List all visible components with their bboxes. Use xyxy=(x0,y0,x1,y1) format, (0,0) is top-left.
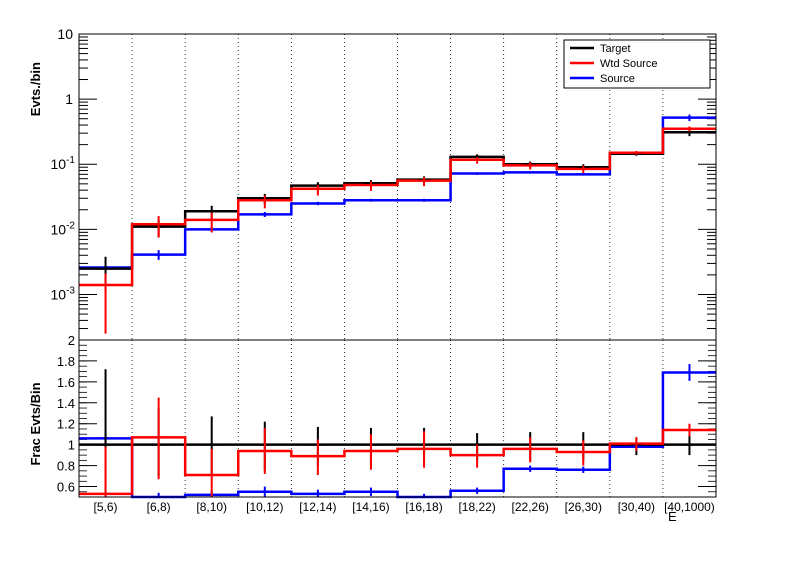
bottom-plot-frame xyxy=(78,339,717,498)
top-series-wtd-source xyxy=(79,127,716,287)
top-series-source xyxy=(79,116,716,269)
y-axis-title-top: Evts./bin xyxy=(28,62,43,116)
bottom-series-wtd-source xyxy=(79,428,716,496)
x-tick-label: [10,12) xyxy=(246,500,283,514)
y-tick-label-top: 10-1 xyxy=(51,155,76,172)
y-tick-label-bottom: 1.2 xyxy=(57,417,75,432)
x-tick-label: [12,14) xyxy=(299,500,336,514)
x-tick-label: [40,1000) xyxy=(664,500,715,514)
y-tick-label-bottom: 1 xyxy=(68,438,75,453)
y-tick-label-bottom: 0.8 xyxy=(57,459,75,474)
x-tick-label: [22,26) xyxy=(512,500,549,514)
y-axis-title-bottom: Frac Evts/Bin xyxy=(28,382,43,465)
x-tick-label: [30,40) xyxy=(618,500,655,514)
x-tick-label: [8,10) xyxy=(196,500,227,514)
x-tick-label: [16,18) xyxy=(405,500,442,514)
legend-label-source: Source xyxy=(600,73,635,85)
y-tick-label-bottom: 1.8 xyxy=(57,354,75,369)
x-axis-title: E xyxy=(668,509,677,524)
y-tick-label-top: 10-3 xyxy=(51,285,76,302)
bottom-series-source xyxy=(79,371,716,499)
y-tick-label-bottom: 2 xyxy=(68,333,75,348)
y-tick-label-top: 1 xyxy=(65,91,73,107)
y-tick-label-top: 10 xyxy=(57,26,73,42)
x-tick-label: [6,8) xyxy=(147,500,171,514)
y-tick-label-top: 10-2 xyxy=(51,220,76,237)
y-tick-label-bottom: 1.4 xyxy=(57,396,75,411)
y-tick-label-bottom: 0.6 xyxy=(57,480,75,495)
x-tick-label: [18,22) xyxy=(458,500,495,514)
x-tick-label: [14,16) xyxy=(352,500,389,514)
legend-label-wtd-source: Wtd Source xyxy=(600,58,657,70)
legend-label-target: Target xyxy=(600,43,631,55)
x-tick-label: [5,6) xyxy=(94,500,118,514)
y-tick-label-bottom: 1.6 xyxy=(57,375,75,390)
x-tick-label: [26,30) xyxy=(565,500,602,514)
